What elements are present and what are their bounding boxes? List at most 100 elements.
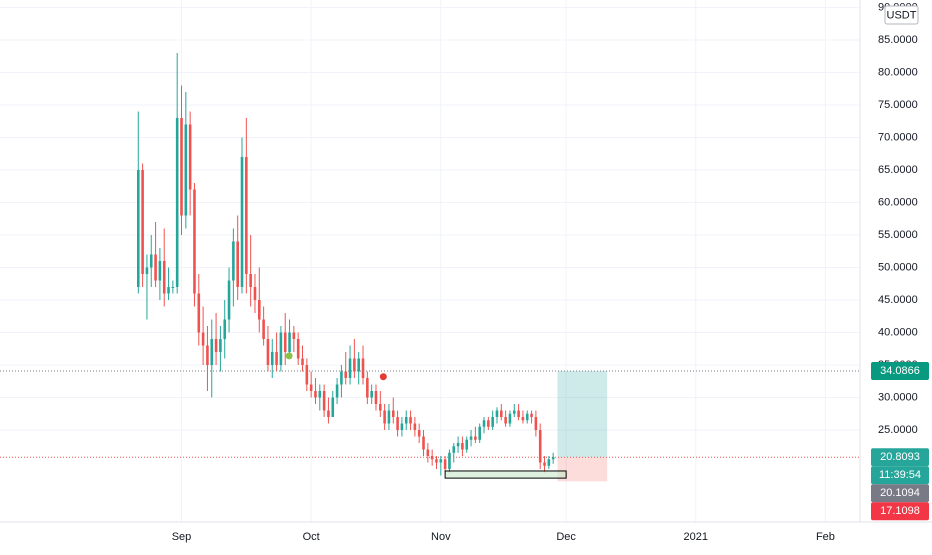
candle-body [262, 319, 265, 340]
price-label: 20.1094 [880, 487, 920, 499]
y-tick-label: 60.0000 [878, 196, 918, 208]
candle-body [379, 404, 382, 411]
price-label-box [871, 484, 929, 503]
candle-body [219, 339, 222, 353]
candle-body [487, 420, 490, 427]
y-tick-label: 85.0000 [878, 34, 918, 46]
price-label-box [871, 361, 929, 380]
candle-body [188, 124, 192, 190]
candle-body [318, 391, 322, 398]
x-tick-label: Nov [431, 531, 451, 543]
candle-body [474, 436, 477, 440]
candle-body [340, 371, 343, 385]
countdown-box [871, 466, 929, 485]
x-tick-label: Sep [172, 531, 192, 543]
y-tick-label: 30.0000 [878, 391, 918, 403]
y-tick-label: 40.0000 [878, 326, 918, 338]
candle-body [193, 189, 196, 294]
candle-body [206, 345, 209, 366]
candle-body [452, 446, 456, 453]
candle-body [374, 391, 378, 405]
candle-body [184, 124, 188, 216]
candle-body [361, 358, 365, 379]
candle-body [344, 371, 348, 379]
candle-body [387, 410, 391, 424]
signal-dot [285, 352, 293, 360]
y-tick-label: 80.0000 [878, 66, 918, 78]
candle-body [240, 156, 244, 288]
candle-body [435, 459, 438, 463]
candle-body [439, 459, 443, 463]
candle-body [236, 241, 239, 288]
candle-body [396, 417, 399, 431]
candle-body [158, 261, 162, 281]
candle-body [141, 169, 144, 275]
y-tick-label: 75.0000 [878, 99, 918, 111]
currency-box [884, 5, 919, 25]
candle-body [538, 430, 542, 463]
countdown: 11:39:54 [879, 469, 921, 481]
candle-body [149, 254, 153, 268]
y-tick-label: 25.0000 [878, 424, 918, 436]
candle-body [417, 430, 421, 437]
candle-body [551, 457, 555, 460]
candle-body [331, 397, 335, 418]
candle-body [162, 261, 166, 294]
candle-body [327, 410, 330, 418]
candle-body [491, 417, 494, 427]
candle-body [465, 439, 469, 450]
candle-body [171, 287, 175, 289]
candle-body [145, 267, 149, 275]
candle-body [456, 443, 460, 447]
candle-body [305, 365, 309, 385]
candle-body [214, 339, 218, 353]
y-tick-label: 45.0000 [878, 294, 918, 306]
candle-body [249, 274, 252, 288]
x-tick-label: Feb [816, 531, 835, 543]
candle-body [283, 332, 287, 353]
signal-dot [379, 373, 387, 381]
candle-body [266, 339, 270, 366]
candle-body [443, 459, 447, 470]
candle-body [288, 332, 291, 353]
y-tick-label: 65.0000 [878, 164, 918, 176]
y-tick-label: 50.0000 [878, 261, 918, 273]
candle-body [422, 436, 425, 450]
candle-body [370, 391, 373, 398]
candle-body [461, 443, 464, 450]
y-tick-label: 70.0000 [878, 131, 918, 143]
range-box [444, 470, 567, 479]
candle-body [448, 452, 451, 470]
candle-body [400, 423, 404, 431]
candle-body [223, 319, 227, 340]
x-tick-label: 2021 [684, 531, 708, 543]
price-label: 20.8093 [880, 451, 920, 463]
candle-body [279, 332, 283, 366]
candle-body [175, 117, 179, 288]
y-tick-label: 55.0000 [878, 229, 918, 241]
candle-body [201, 332, 205, 346]
candle-body [469, 436, 473, 440]
candle-body [521, 417, 525, 421]
candle-body [366, 378, 369, 398]
candle-body [413, 423, 417, 431]
candle-body [292, 332, 296, 340]
candle-body [245, 156, 248, 275]
candle-body [500, 410, 503, 418]
candle-body [504, 417, 507, 424]
candle-body [167, 287, 170, 294]
x-tick-label: Oct [303, 531, 320, 543]
candle-body [296, 339, 300, 359]
candle-body [322, 391, 326, 411]
candle-body [353, 358, 356, 372]
price-label: 17.1098 [880, 505, 920, 517]
position-target-zone [557, 370, 608, 458]
price-label-box [871, 448, 929, 467]
candle-body [391, 410, 395, 418]
candle-body [482, 420, 486, 427]
currency-label: USDT [887, 9, 917, 21]
candle-body [270, 352, 274, 366]
candle-body [314, 391, 317, 398]
candle-body [525, 413, 529, 421]
